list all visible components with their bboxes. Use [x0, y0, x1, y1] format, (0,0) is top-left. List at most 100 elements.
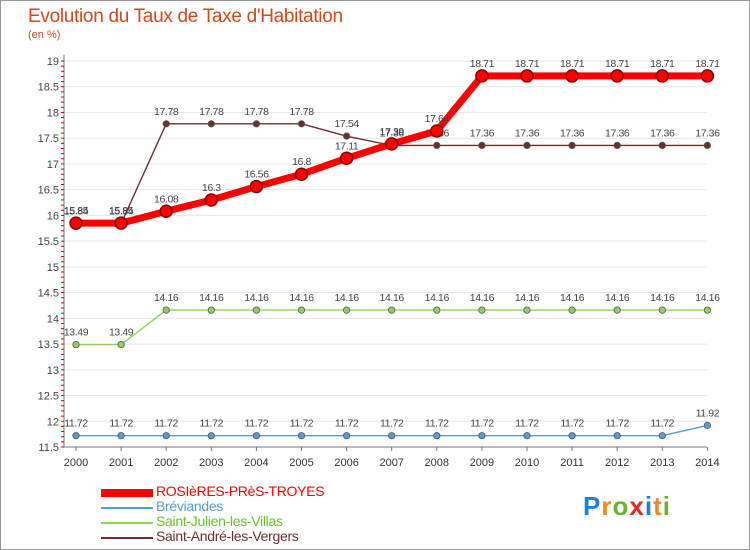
- data-point: [433, 141, 441, 150]
- data-label: 15.84: [64, 206, 89, 218]
- data-label: 14.16: [605, 292, 630, 304]
- data-label: 17.36: [650, 127, 675, 139]
- x-tick-label: 2004: [244, 457, 268, 469]
- legend-swatch: [101, 537, 153, 539]
- data-label: 14.16: [695, 292, 720, 304]
- y-tick-label: 19: [47, 56, 59, 68]
- data-label: 14.16: [244, 292, 269, 304]
- data-point: [613, 432, 621, 440]
- data-label: 18.71: [605, 58, 630, 70]
- data-label: 17.36: [380, 127, 405, 139]
- data-point: [568, 306, 576, 314]
- data-point: [252, 432, 260, 440]
- data-point: [523, 432, 531, 440]
- data-point: [162, 432, 170, 440]
- y-tick-label: 16.5: [38, 185, 59, 197]
- data-point: [613, 306, 621, 314]
- data-label: 17.36: [605, 127, 630, 139]
- data-point: [703, 421, 712, 429]
- x-tick-label: 2013: [650, 457, 674, 469]
- data-label: 18.71: [650, 58, 675, 70]
- data-point: [297, 306, 306, 314]
- data-label: 14.16: [289, 292, 314, 304]
- data-label: 16.56: [244, 169, 269, 181]
- data-label: 17.36: [560, 127, 585, 139]
- data-point: [703, 141, 712, 150]
- legend-item: Bréviandes: [101, 498, 361, 516]
- y-tick-label: 15: [47, 262, 59, 274]
- data-label: 17.78: [154, 106, 179, 118]
- y-tick-label: 11.5: [38, 442, 59, 454]
- data-label: 11.72: [245, 418, 269, 430]
- data-label: 17.78: [244, 106, 269, 118]
- y-tick-label: 16: [47, 210, 59, 222]
- y-tick-label: 18.5: [38, 82, 59, 94]
- data-label: 17.36: [695, 127, 720, 139]
- legend-item: ROSIèRES-PRèS-TROYES: [101, 483, 361, 501]
- data-label: 17.64: [425, 113, 450, 125]
- data-label: 11.72: [200, 418, 224, 430]
- data-point: [478, 432, 486, 440]
- data-point: [342, 306, 351, 314]
- y-tick-label: 18: [47, 107, 59, 119]
- data-point: [568, 141, 576, 150]
- legend-item: Saint-Julien-les-Villas: [101, 513, 361, 531]
- x-tick-label: 2006: [334, 457, 358, 469]
- data-point: [342, 432, 351, 440]
- x-tick-label: 2003: [199, 457, 223, 469]
- data-point: [297, 432, 306, 440]
- data-label: 13.49: [109, 327, 134, 339]
- x-tick-label: 2001: [109, 457, 133, 469]
- data-label: 11.72: [290, 418, 314, 430]
- data-label: 14.16: [515, 292, 540, 304]
- data-point: [342, 132, 351, 140]
- legend-item: Saint-André-les-Vergers: [101, 528, 361, 546]
- data-point: [252, 120, 260, 128]
- y-tick-label: 15.5: [38, 236, 59, 248]
- y-tick-label: 14.5: [38, 288, 59, 300]
- data-label: 18.71: [470, 58, 495, 70]
- data-point: [207, 306, 215, 314]
- x-tick-label: 2000: [64, 457, 88, 469]
- data-label: 18.71: [515, 58, 540, 70]
- data-label: 17.78: [199, 106, 224, 118]
- legend-label: Saint-André-les-Vergers: [156, 528, 299, 544]
- data-label: 11.72: [380, 418, 404, 430]
- data-point: [162, 120, 170, 128]
- data-point: [72, 432, 80, 440]
- data-point: [297, 120, 306, 128]
- y-tick-label: 13.5: [38, 339, 59, 351]
- data-label: 11.72: [515, 418, 539, 430]
- x-tick-label: 2011: [560, 457, 584, 469]
- data-point: [433, 306, 441, 314]
- data-point: [658, 306, 666, 314]
- data-point: [384, 137, 399, 151]
- data-point: [388, 306, 396, 314]
- data-label: 11.72: [605, 418, 629, 430]
- data-label: 17.54: [334, 118, 359, 130]
- data-point: [568, 432, 576, 440]
- data-point: [339, 151, 354, 166]
- brand-letter: i: [644, 491, 654, 521]
- x-tick-label: 2010: [515, 457, 539, 469]
- data-point: [207, 120, 215, 128]
- data-label: 16.3: [202, 182, 221, 194]
- data-label: 11.72: [154, 418, 178, 430]
- legend-label: ROSIèRES-PRèS-TROYES: [156, 483, 325, 499]
- chart-title: Evolution du Taux de Taxe d'Habitation: [28, 6, 343, 27]
- data-point: [388, 432, 396, 440]
- data-label: 13.49: [64, 327, 89, 339]
- data-point: [159, 204, 173, 219]
- x-tick-label: 2007: [379, 457, 403, 469]
- data-label: 11.72: [651, 418, 675, 430]
- data-point: [162, 306, 170, 314]
- legend-label: Bréviandes: [156, 498, 224, 514]
- data-label: 16.8: [292, 156, 311, 168]
- data-label: 11.92: [696, 407, 720, 419]
- data-point: [523, 306, 531, 314]
- data-label: 14.16: [650, 292, 675, 304]
- data-label: 17.36: [515, 127, 540, 139]
- legend-swatch: [101, 507, 153, 509]
- x-tick-label: 2009: [470, 457, 494, 469]
